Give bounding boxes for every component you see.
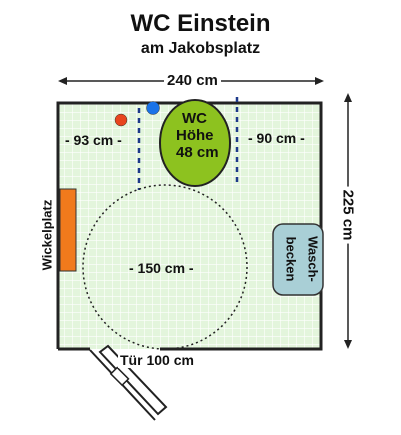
sink bbox=[272, 223, 324, 296]
page-subtitle: am Jakobsplatz bbox=[140, 40, 261, 57]
width-label: 240 cm bbox=[164, 72, 221, 89]
wc-label-line1: WC bbox=[182, 110, 207, 127]
right-gap-label: - 90 cm - bbox=[248, 130, 305, 146]
changing-table-label: Wickelplatz bbox=[39, 199, 55, 271]
wc-bowl bbox=[159, 99, 231, 187]
red-button-icon bbox=[114, 113, 128, 127]
door-icon bbox=[89, 344, 168, 421]
turning-circle-label: - 150 cm - bbox=[129, 260, 194, 276]
turning-circle bbox=[82, 184, 248, 350]
room-walls bbox=[56, 101, 323, 351]
wc-label-line2: Höhe bbox=[176, 127, 214, 144]
sink-label-line2: becken bbox=[283, 236, 299, 282]
depth-label: 225 cm bbox=[339, 186, 357, 244]
sink-label-line1: Wasch- bbox=[305, 236, 321, 282]
door-label: Tür 100 cm bbox=[118, 352, 196, 368]
left-gap-label: - 93 cm - bbox=[65, 132, 122, 148]
changing-table bbox=[59, 188, 77, 272]
blue-button-icon bbox=[146, 101, 160, 115]
page-title: WC Einstein bbox=[130, 10, 271, 37]
wc-label-line3: 48 cm bbox=[176, 144, 219, 161]
